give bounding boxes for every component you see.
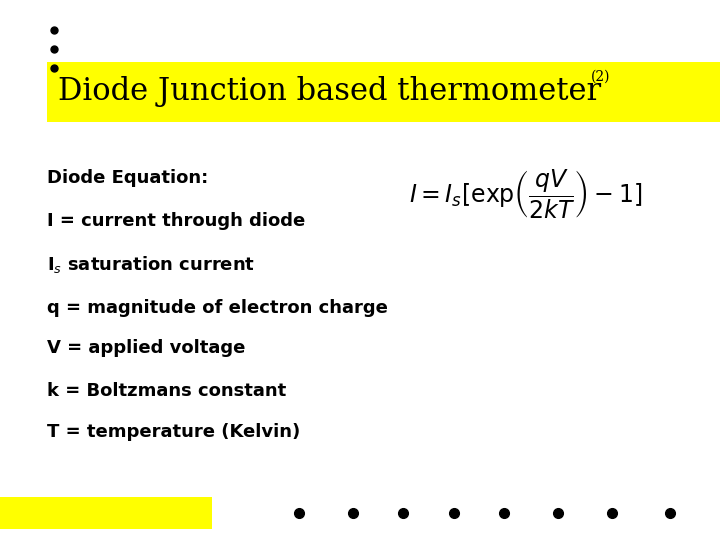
Text: k = Boltzmans constant: k = Boltzmans constant [47,382,286,401]
Text: (2): (2) [590,70,610,84]
Text: V = applied voltage: V = applied voltage [47,339,246,357]
Bar [0,497,212,529]
Text: I = current through diode: I = current through diode [47,212,305,231]
Text: T = temperature (Kelvin): T = temperature (Kelvin) [47,423,300,441]
Bar [47,62,720,122]
Text: Diode Equation:: Diode Equation: [47,169,208,187]
Text: I$_s$ saturation current: I$_s$ saturation current [47,254,255,275]
Text: Diode Junction based thermometer: Diode Junction based thermometer [58,76,600,107]
Text: $\mathit{I} = \mathit{I_s}[\mathrm{exp}\left(\dfrac{qV}{2kT}\right) - \mathrm{1}: $\mathit{I} = \mathit{I_s}[\mathrm{exp}\… [409,168,642,221]
Text: q = magnitude of electron charge: q = magnitude of electron charge [47,299,387,317]
